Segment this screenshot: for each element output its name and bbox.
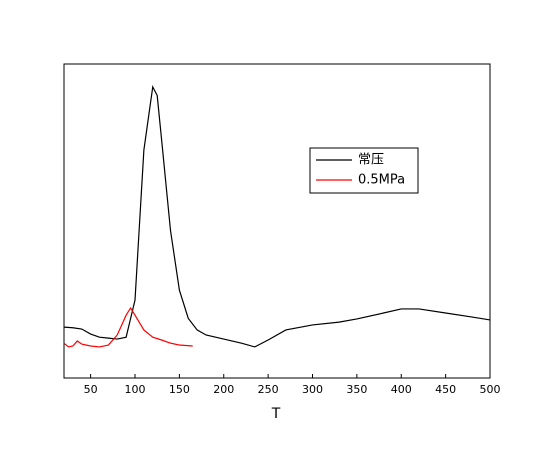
series-line bbox=[63, 306, 193, 348]
plot-frame bbox=[63, 63, 491, 379]
x-tick-label: 100 bbox=[125, 383, 146, 396]
x-tick-label: 400 bbox=[391, 383, 412, 396]
x-tick-label: 200 bbox=[213, 383, 234, 396]
series-line bbox=[63, 84, 491, 348]
legend-label: 0.5MPa bbox=[358, 173, 405, 188]
x-axis-label: T bbox=[271, 406, 281, 422]
x-tick-label: 50 bbox=[84, 383, 98, 396]
legend-label: 常压 bbox=[358, 153, 384, 168]
x-tick-label: 450 bbox=[435, 383, 456, 396]
x-tick-label: 250 bbox=[258, 383, 279, 396]
x-tick-label: 150 bbox=[169, 383, 190, 396]
x-tick-label: 500 bbox=[480, 383, 501, 396]
x-tick-label: 350 bbox=[346, 383, 367, 396]
x-tick-label: 300 bbox=[302, 383, 323, 396]
legend-box bbox=[309, 147, 419, 194]
